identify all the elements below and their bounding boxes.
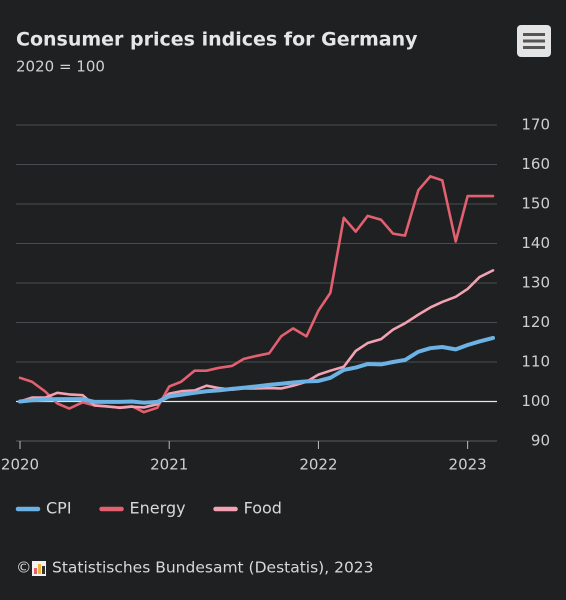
legend-item: Energy [99,499,186,518]
series-line [18,335,495,405]
y-tick-label: 130 [521,274,550,292]
y-tick-label: 170 [521,116,550,134]
legend-label: CPI [46,499,72,518]
y-tick-label: 150 [521,195,550,213]
legend-label: Energy [130,499,186,518]
y-tick-label: 160 [521,155,550,173]
y-tick-label: 90 [531,432,550,450]
copyright-sign: © [16,559,32,577]
source: © Statistisches Bundesamt (Destatis), 20… [16,559,374,577]
legend-label: Food [244,499,282,518]
y-tick-label: 100 [521,392,550,410]
menu-bar [523,46,545,49]
x-tick-label: 2023 [449,456,487,474]
source-icon-bar [38,564,41,574]
x-tick-label: 2021 [150,456,188,474]
source-icon-bar [42,566,45,574]
y-tick-label: 110 [521,353,550,371]
x-tick-label: 2020 [1,456,39,474]
menu-button[interactable] [517,25,551,57]
legend-item: Food [213,499,282,518]
menu-bar [523,33,545,36]
y-tick-label: 140 [521,234,550,252]
menu-bar [523,39,545,43]
chart-title: Consumer prices indices for Germany [16,29,418,51]
legend-item: CPI [15,499,72,518]
source-text: Statistisches Bundesamt (Destatis), 2023 [52,559,374,577]
x-tick-label: 2022 [299,456,337,474]
y-tick-label: 120 [521,313,550,331]
chart-subtitle: 2020 = 100 [16,58,105,76]
source-icon-bar [34,568,37,574]
